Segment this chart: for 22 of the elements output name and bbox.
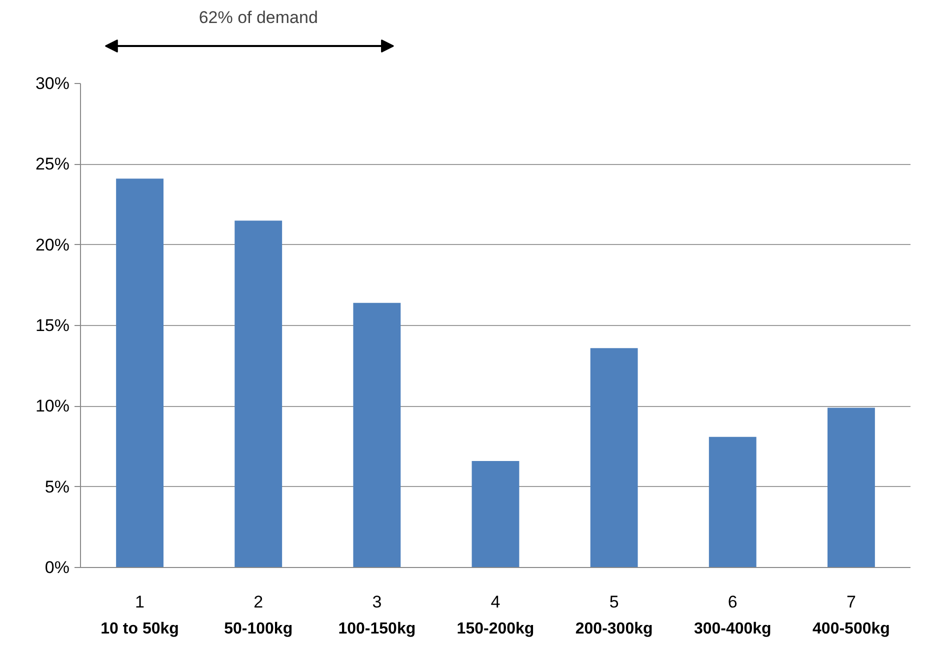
y-tick-label: 20% (35, 235, 70, 254)
bar (234, 220, 282, 568)
bar (708, 436, 756, 568)
category-label: 6 300-400kg (694, 592, 772, 638)
text: 62% of demand (198, 8, 318, 28)
category-label: 7 400-500kg (812, 592, 890, 638)
category-label: 2 50-100kg (224, 592, 293, 638)
y-tick-label: 15% (35, 316, 70, 335)
category-label: 4 150-200kg (456, 592, 534, 638)
bar (828, 408, 875, 568)
bar (590, 348, 638, 568)
category-label: 5 200-300kg (575, 592, 653, 638)
y-tick-label: 25% (35, 154, 70, 174)
category-label: 1 10 to 50kg (100, 592, 179, 638)
bar (472, 461, 520, 568)
y-tick-label: 0% (44, 558, 70, 577)
bar (116, 178, 164, 568)
y-tick-label: 10% (35, 396, 70, 416)
bar (353, 302, 401, 568)
y-tick-label: 30% (35, 74, 70, 93)
category-label: 3 100-150kg (338, 592, 416, 638)
y-tick-label: 5% (44, 477, 70, 496)
